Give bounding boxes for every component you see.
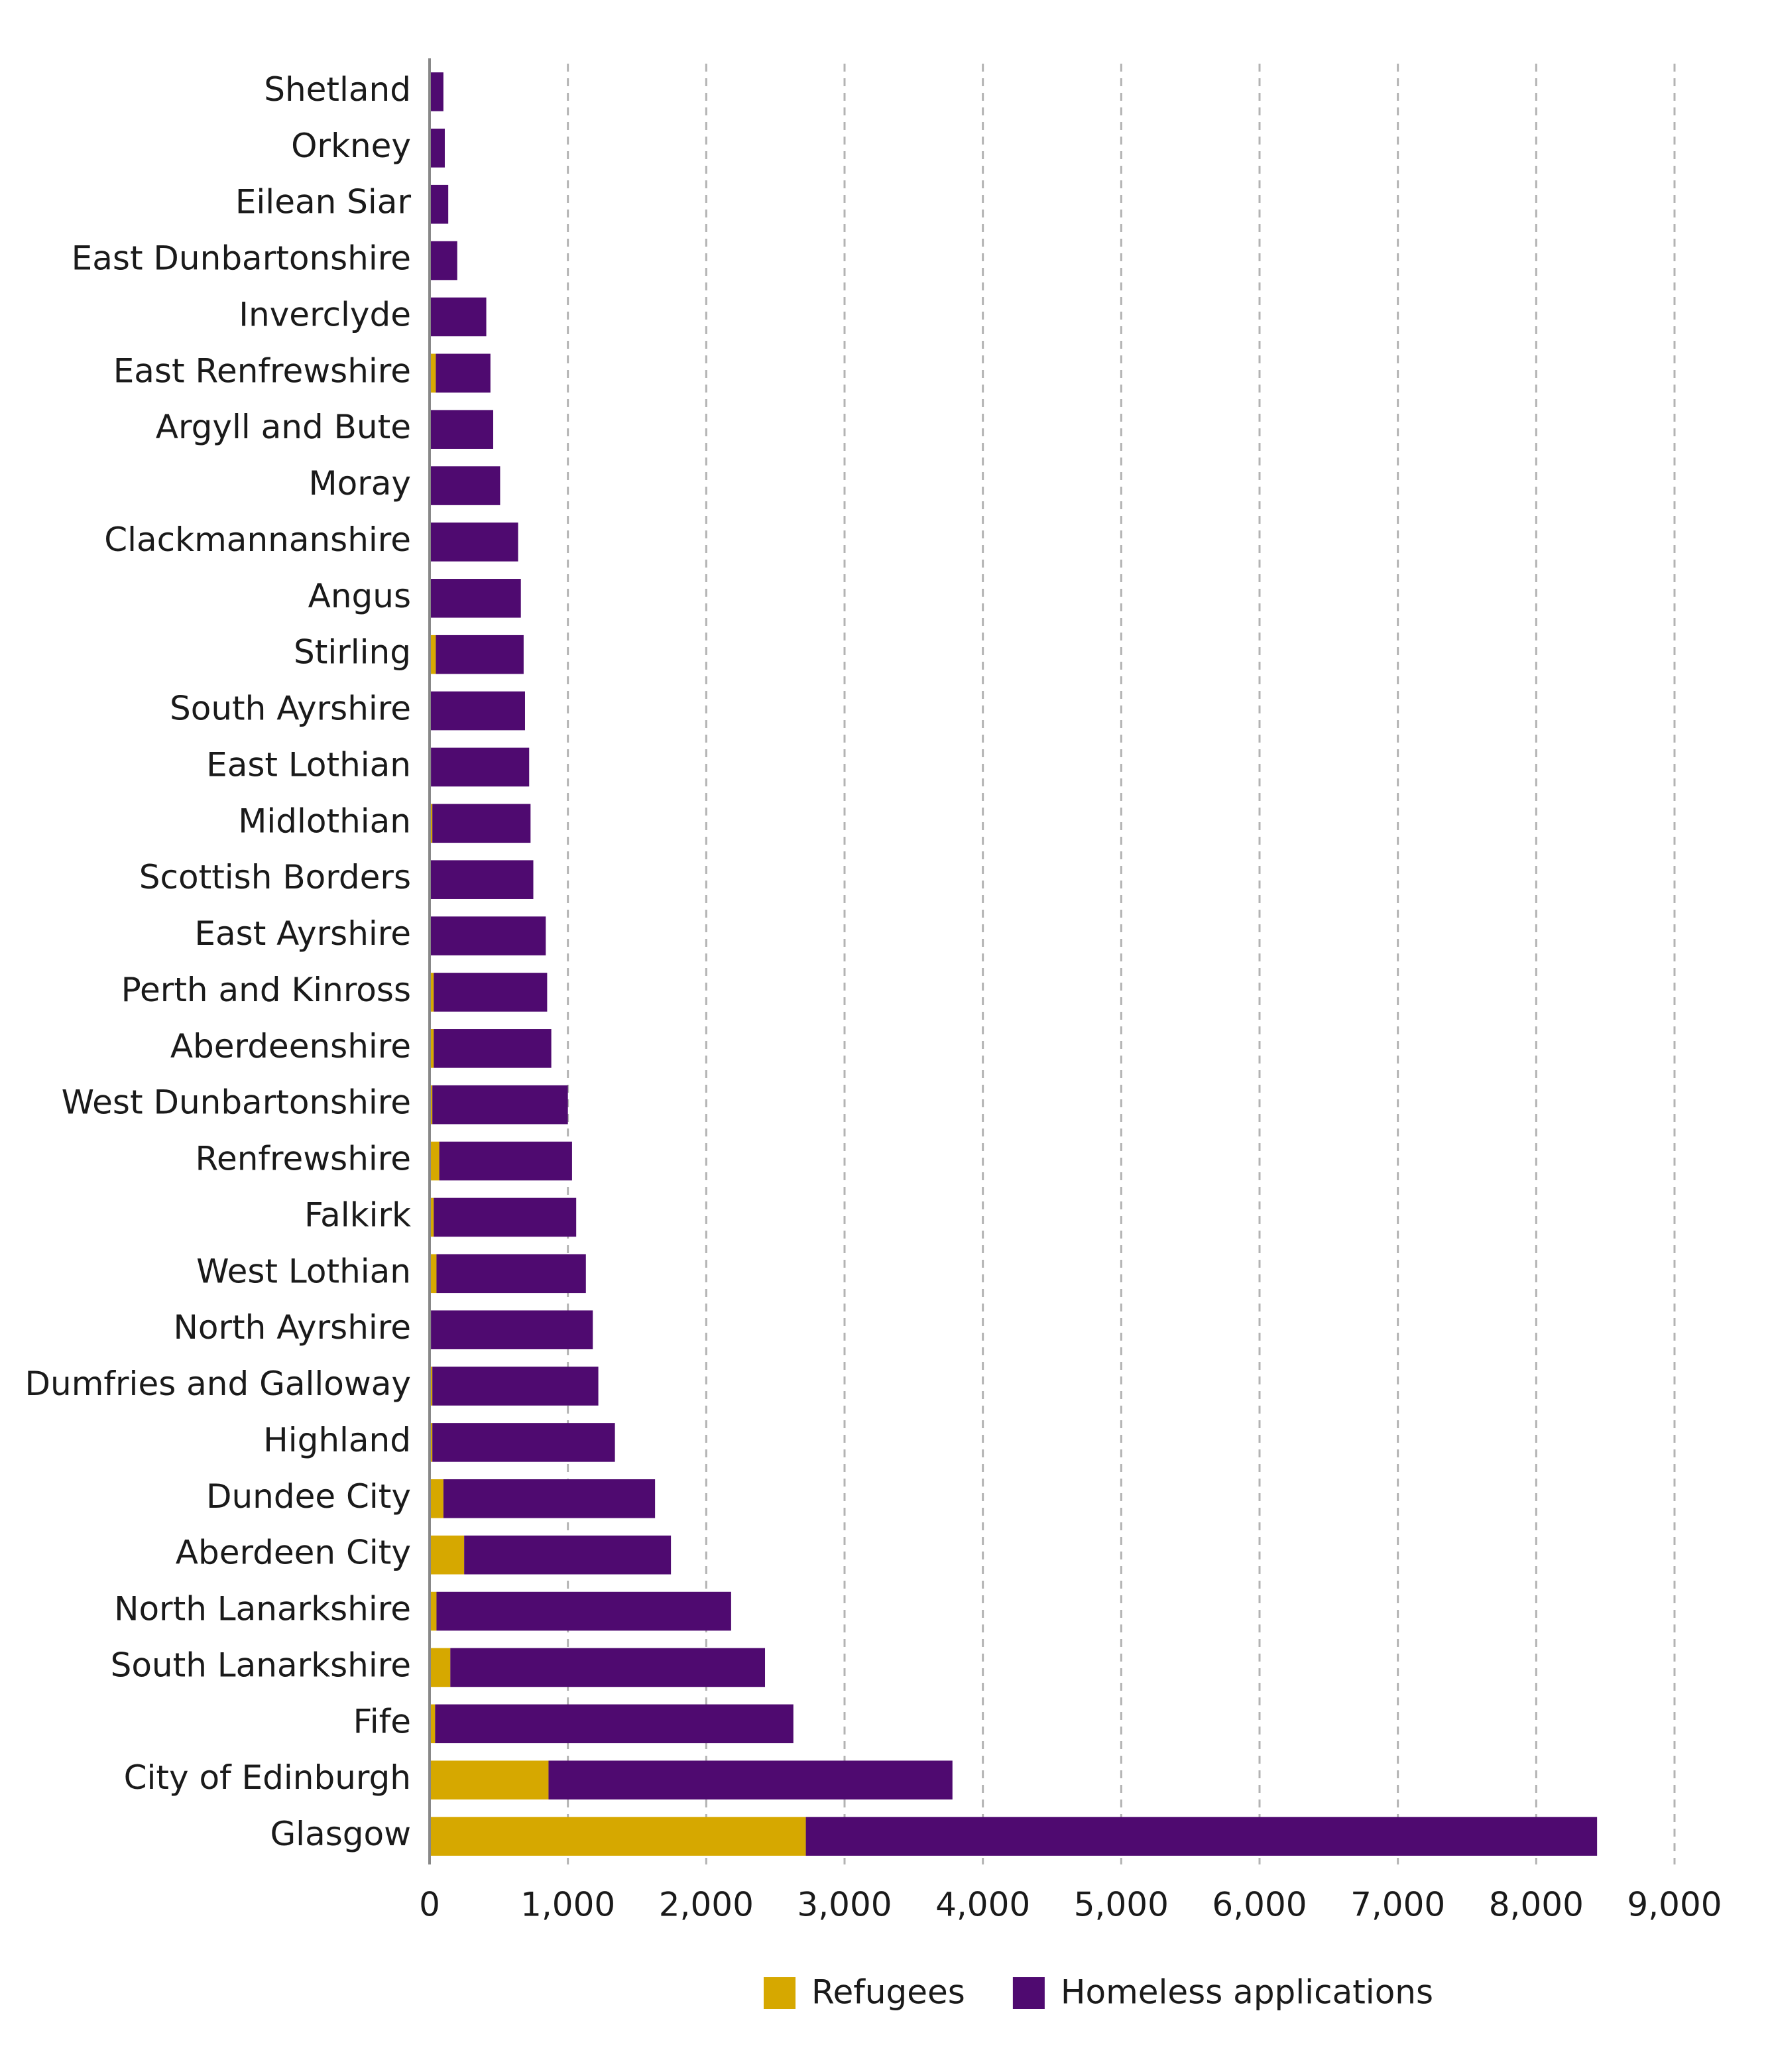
bar-segment [430,184,449,224]
bar-segment [431,1310,593,1349]
y-tick-label: North Ayrshire [173,1308,411,1347]
y-tick-label: Fife [353,1702,411,1740]
bar-segment [434,1197,577,1237]
x-tick-label: 7,000 [1350,1886,1445,1924]
y-tick-label: North Lanarkshire [114,1590,411,1628]
bar-segment [430,804,433,843]
bar-segment [432,1423,615,1462]
bar-segment [430,860,534,899]
bar-segment [430,916,546,955]
x-tick-label: 4,000 [935,1886,1030,1924]
bar-segment [430,1141,440,1181]
y-tick-label: East Ayrshire [194,914,411,953]
bar-segment [434,1029,552,1068]
y-tick-label: West Lothian [196,1252,411,1290]
bar-segment [430,1591,437,1631]
bar-segment [430,1760,549,1799]
y-tick-label: South Ayrshire [170,690,411,728]
bar-segment [450,1648,766,1687]
bar-segment [430,579,521,618]
bar-segment [548,1760,953,1799]
x-tick-label: 5,000 [1074,1886,1169,1924]
bar-segment [430,297,487,337]
bar-segment [430,241,457,280]
y-tick-label: Scottish Borders [139,858,411,896]
x-tick-label: 0 [419,1886,440,1924]
bar-segment [430,410,493,449]
bar-segment [432,804,531,843]
bar-segment [430,1085,433,1125]
bar-segment [443,1479,656,1518]
x-tick-label: 2,000 [659,1886,754,1924]
bar-segment [436,1591,731,1631]
y-tick-label: Orkney [291,127,411,165]
legend-swatch [764,1977,796,2009]
legend-swatch [1012,1977,1045,2009]
y-tick-label: Midlothian [238,802,411,840]
y-tick-label: Perth and Kinross [121,971,411,1009]
bar-segment [430,72,443,111]
bar-segment [439,1141,572,1181]
bar-segment [430,973,434,1012]
bar-segment [430,1817,806,1856]
y-tick-label: City of Edinburgh [124,1758,411,1797]
bar-segment [436,353,491,393]
y-tick-label: Highland [263,1421,411,1459]
bar-segment [432,1367,599,1406]
x-tick-label: 3,000 [797,1886,892,1924]
y-tick-label: South Lanarkshire [111,1646,411,1684]
bar-segment [436,1254,586,1294]
y-tick-label: Moray [308,464,411,503]
bar-segment [435,1704,794,1744]
bar-segment [430,1423,433,1462]
bar-segment [430,1197,434,1237]
legend-label: Homeless applications [1061,1973,1433,2012]
bar-segment [430,1704,436,1744]
bar-segment [430,1029,434,1068]
bar-segment [430,635,436,674]
legend-label: Refugees [811,1973,965,2012]
x-tick-label: 9,000 [1627,1886,1722,1924]
y-tick-label: Dumfries and Galloway [25,1365,412,1403]
y-tick-label: East Renfrewshire [113,351,411,390]
bar-segment [430,691,525,731]
y-tick-label: Stirling [294,633,411,672]
y-tick-label: West Dunbartonshire [62,1083,411,1122]
bar-segment [430,129,445,168]
bar-segment [430,1535,465,1575]
bar-segment [464,1535,672,1575]
bar-segment [430,1479,443,1518]
x-tick-label: 8,000 [1489,1886,1584,1924]
bar-segment [430,1648,451,1687]
bar-segment [430,353,436,393]
y-tick-label: Eilean Siar [235,183,412,221]
y-tick-label: Aberdeen City [176,1534,411,1572]
y-tick-label: Argyll and Bute [156,408,411,446]
y-tick-label: East Lothian [206,745,411,784]
bar-segment [434,973,548,1012]
bar-segment [430,1367,433,1406]
y-tick-label: Dundee City [206,1477,411,1516]
y-tick-label: Shetland [264,70,411,109]
y-tick-label: East Dunbartonshire [72,239,411,278]
y-tick-label: Glasgow [270,1815,411,1853]
y-tick-label: Aberdeenshire [170,1027,411,1066]
bar-segment [432,1085,568,1125]
y-tick-label: Falkirk [304,1195,411,1234]
y-tick-label: Angus [308,577,411,615]
y-tick-label: Renfrewshire [195,1140,411,1178]
bar-segment [430,522,518,562]
x-tick-label: 1,000 [520,1886,615,1924]
x-tick-label: 6,000 [1212,1886,1307,1924]
bar-segment [430,466,501,505]
bar-segment [805,1817,1598,1856]
bar-segment [436,635,524,674]
y-tick-label: Clackmannanshire [104,520,411,559]
bar-segment [430,1254,437,1294]
y-tick-label: Inverclyde [239,295,411,334]
bar-segment [431,747,530,787]
